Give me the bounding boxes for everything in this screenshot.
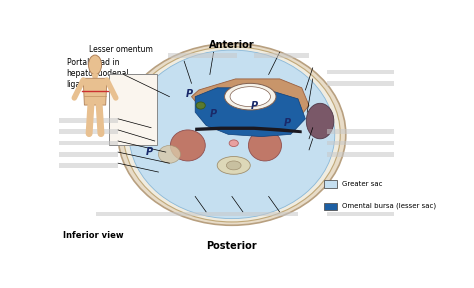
FancyBboxPatch shape — [59, 141, 118, 145]
FancyBboxPatch shape — [328, 211, 393, 216]
Text: Inferior view: Inferior view — [63, 231, 124, 240]
Text: Anterior: Anterior — [209, 40, 255, 50]
Polygon shape — [191, 79, 309, 123]
FancyBboxPatch shape — [96, 211, 298, 216]
Ellipse shape — [227, 161, 241, 170]
FancyBboxPatch shape — [324, 181, 337, 187]
Ellipse shape — [225, 83, 276, 110]
FancyBboxPatch shape — [59, 118, 118, 123]
Ellipse shape — [248, 130, 282, 161]
Text: Omental bursa (lesser sac): Omental bursa (lesser sac) — [342, 203, 436, 209]
Ellipse shape — [230, 87, 271, 107]
FancyBboxPatch shape — [328, 152, 393, 157]
FancyBboxPatch shape — [328, 70, 393, 75]
Ellipse shape — [170, 130, 205, 161]
FancyBboxPatch shape — [168, 53, 237, 58]
FancyBboxPatch shape — [324, 203, 337, 210]
Ellipse shape — [229, 140, 238, 147]
FancyBboxPatch shape — [109, 75, 156, 145]
Polygon shape — [83, 78, 107, 105]
FancyBboxPatch shape — [59, 152, 118, 157]
Circle shape — [89, 55, 101, 75]
FancyBboxPatch shape — [59, 163, 118, 168]
Text: Posterior: Posterior — [207, 241, 257, 251]
Polygon shape — [195, 127, 301, 133]
Ellipse shape — [158, 145, 181, 163]
Text: P: P — [186, 90, 193, 99]
Text: Greater sac: Greater sac — [342, 181, 383, 187]
Polygon shape — [195, 88, 305, 137]
FancyBboxPatch shape — [254, 53, 309, 58]
FancyBboxPatch shape — [328, 81, 393, 86]
Text: Lesser omentum: Lesser omentum — [89, 45, 153, 54]
Ellipse shape — [196, 102, 205, 109]
Polygon shape — [91, 74, 99, 78]
Text: P: P — [250, 101, 257, 111]
Ellipse shape — [129, 50, 335, 219]
Text: Portal triad in
hepatoduodenal
ligament: Portal triad in hepatoduodenal ligament — [66, 58, 129, 89]
Ellipse shape — [118, 43, 346, 225]
Ellipse shape — [124, 47, 340, 222]
FancyBboxPatch shape — [328, 141, 393, 145]
Ellipse shape — [306, 103, 334, 139]
FancyBboxPatch shape — [328, 130, 393, 134]
Text: P: P — [146, 147, 153, 157]
FancyBboxPatch shape — [59, 130, 118, 134]
Ellipse shape — [217, 157, 250, 174]
Text: P: P — [283, 118, 291, 128]
Text: P: P — [210, 109, 217, 120]
